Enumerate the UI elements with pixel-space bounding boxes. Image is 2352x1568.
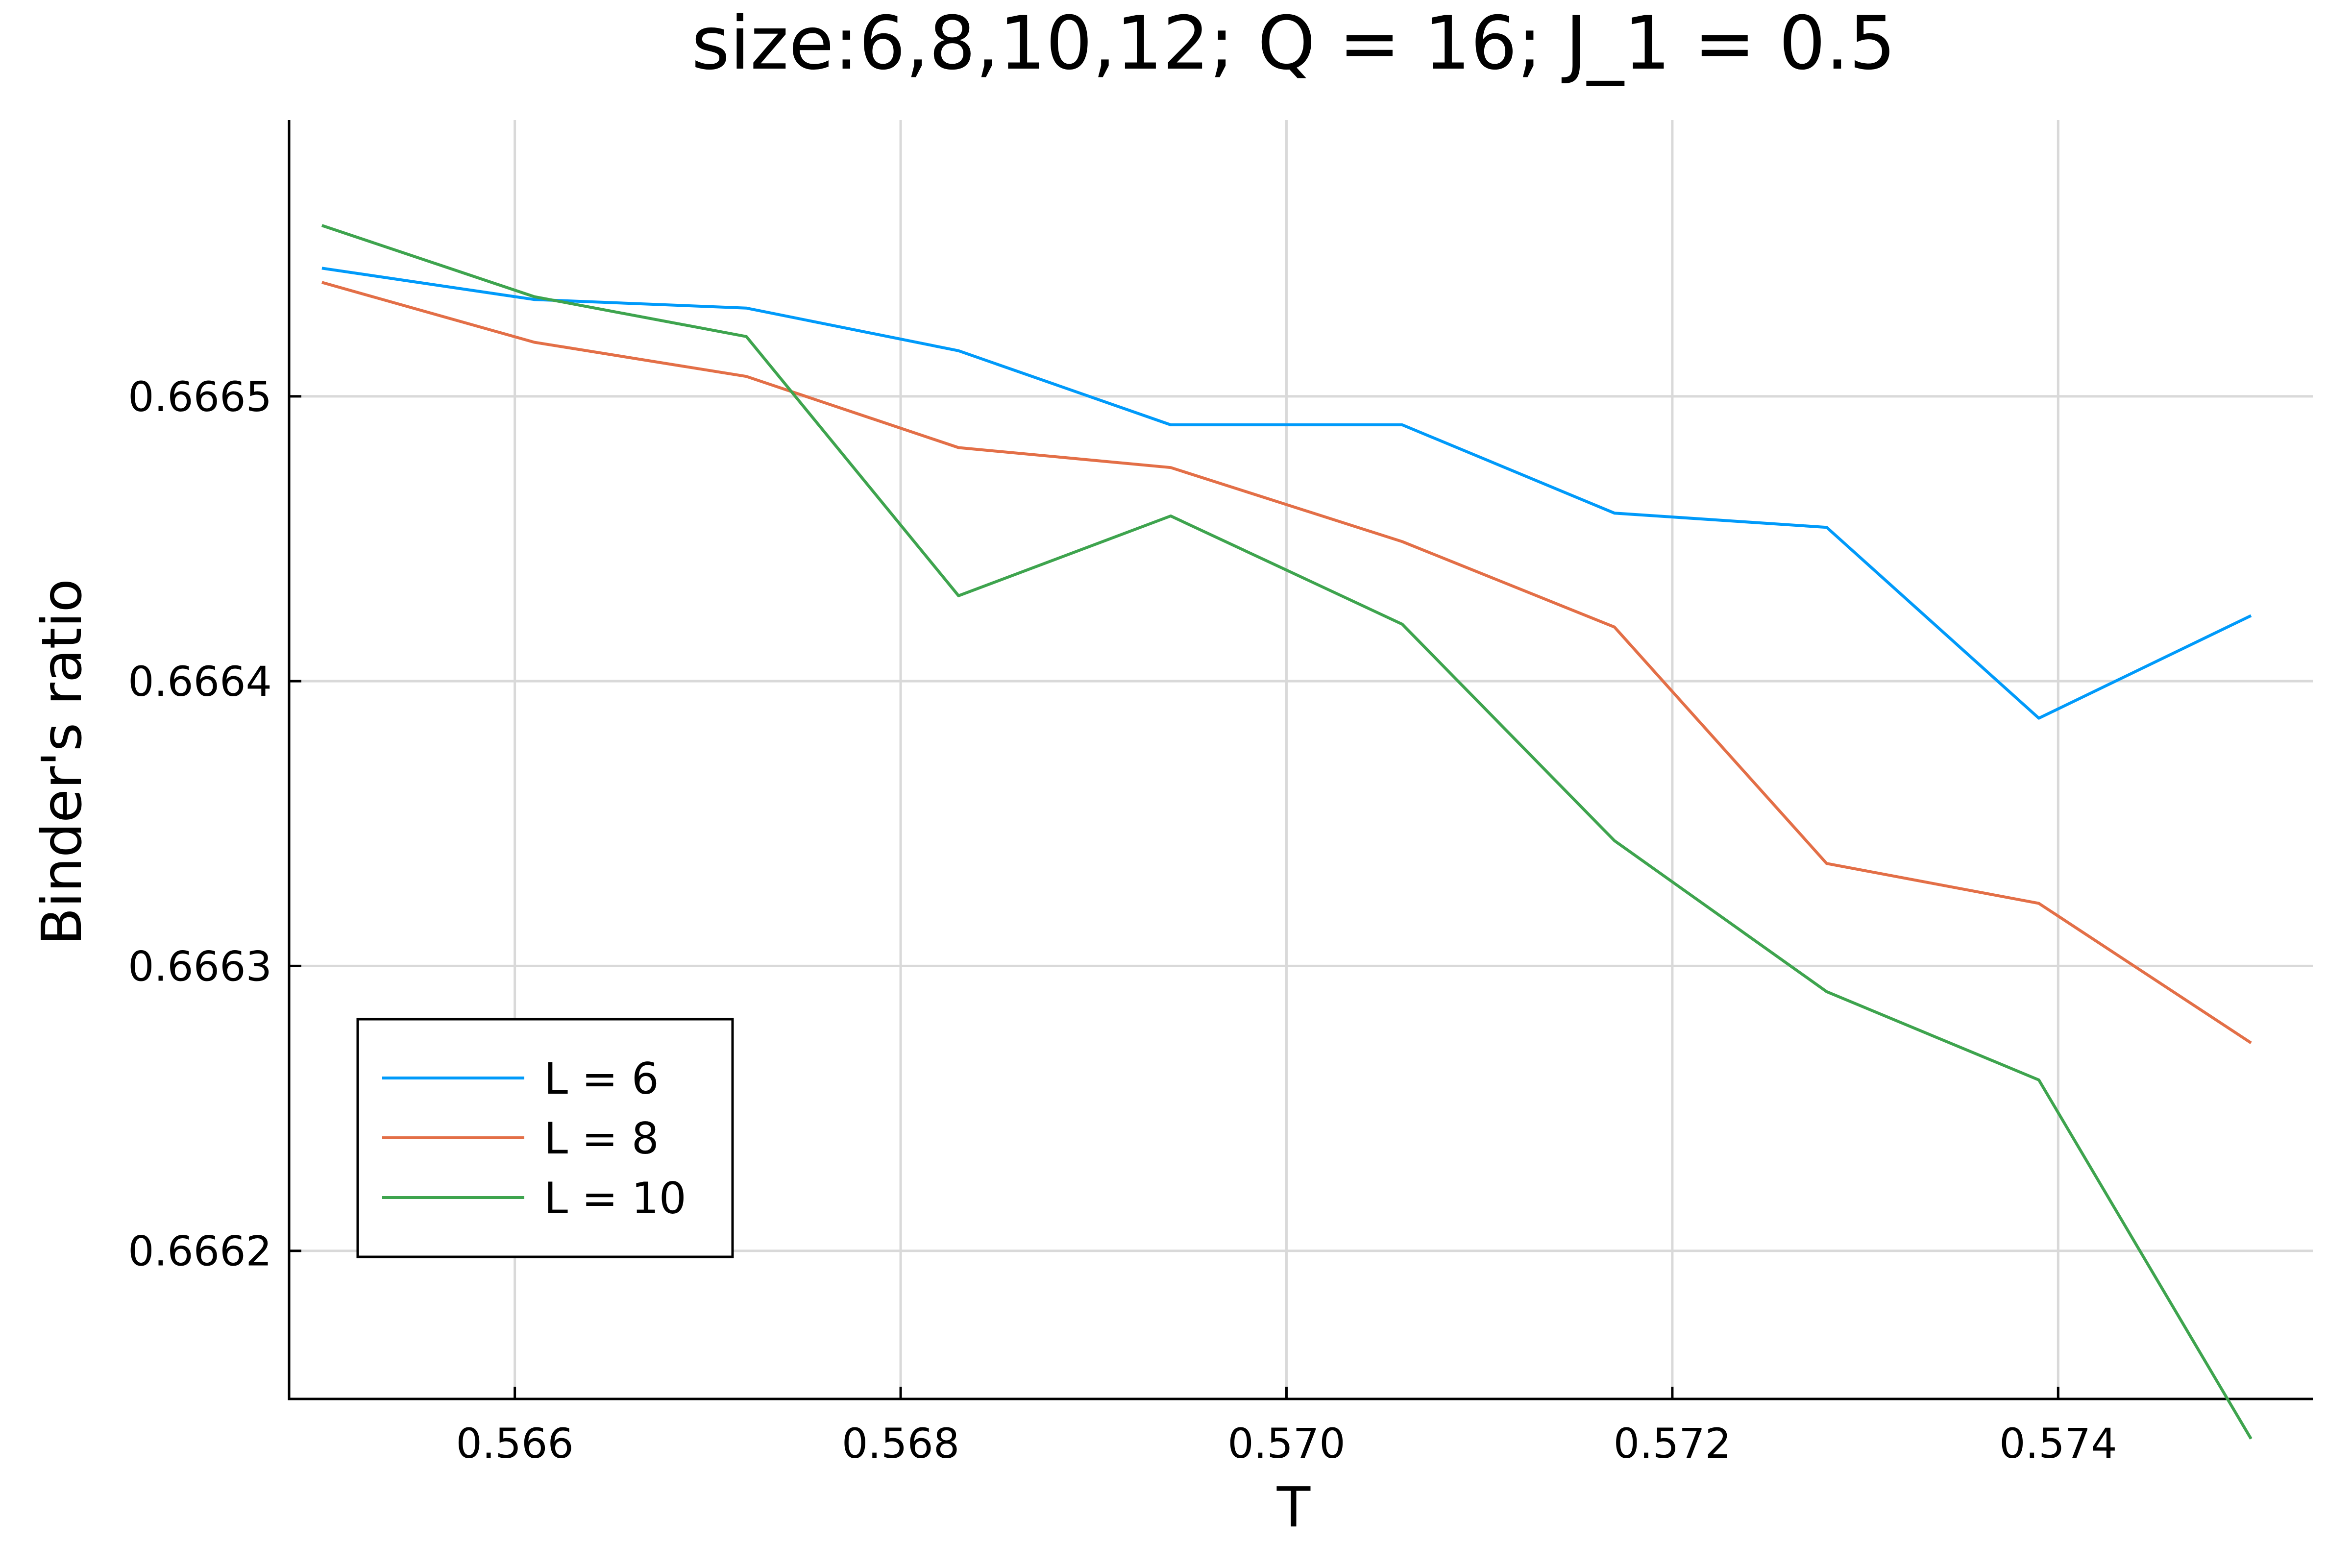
y-tick-label: 0.6665 [128, 373, 272, 421]
legend: L = 6 L = 8 L = 10 [356, 1018, 734, 1258]
y-tick-label: 0.6663 [128, 942, 272, 990]
series-line-3 [321, 224, 2253, 1440]
legend-label: L = 6 [544, 1054, 659, 1104]
y-axis-label: Binder's ratio [30, 579, 94, 945]
series-line-2 [321, 281, 2252, 1044]
legend-label: L = 8 [544, 1113, 659, 1164]
x-tick-label: 0.574 [1999, 1420, 2117, 1468]
x-tick-label: 0.570 [1227, 1420, 1345, 1468]
x-axis-label: T [1276, 1476, 1311, 1540]
x-tick-label: 0.568 [842, 1420, 959, 1468]
series-lines [321, 224, 2253, 1440]
y-tick-label: 0.6662 [128, 1227, 272, 1275]
tick-labels: 0.566 0.568 0.570 0.572 0.574 0.6662 0.6663 0.6… [128, 373, 2117, 1468]
y-tick-label: 0.6664 [128, 658, 272, 706]
chart-title: size:6,8,10,12; Q = 16; J_1 = 0.5 [691, 1, 1896, 86]
axes [288, 120, 2313, 1400]
series-line-1 [321, 267, 2252, 720]
x-tick-label: 0.572 [1614, 1420, 1731, 1468]
axis-frame [288, 120, 2313, 1400]
legend-label: L = 10 [544, 1173, 686, 1224]
x-tick-label: 0.566 [456, 1420, 573, 1468]
